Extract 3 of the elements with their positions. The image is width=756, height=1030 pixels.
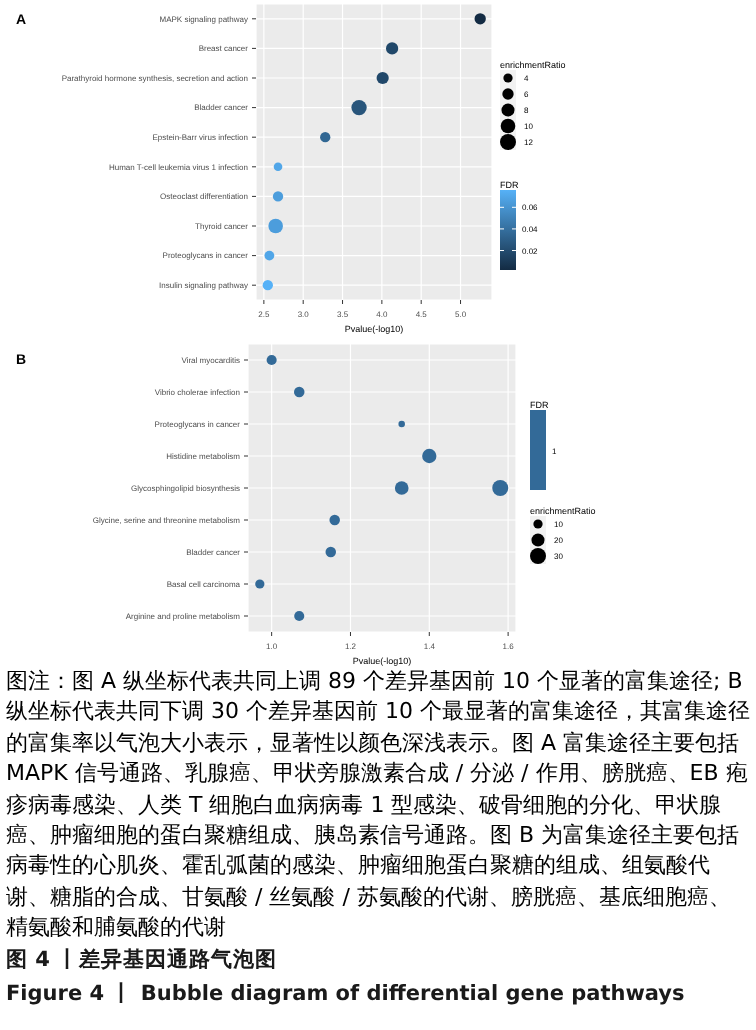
caption: 图 4 丨差异基因通路气泡图	[6, 945, 280, 976]
caption: Figure 4 丨 Bubble diagram of differential gene pathways	[6, 979, 687, 1010]
text: 图注：图 A 纵坐标代表共同上调 89 个差异基因前 10 个显著的富集途径; B 纵坐标代表共同下调 30 个差异基因前 10 个最显著的富集途径，其富集途径的富集率以气泡大小表示，显著性以颜色深浅表示。图 A 富集途径主要包括 MAPK 信号通路、乳腺癌、甲状旁腺激素合成 / 分泌 / 作用、膀胱癌、EB 疱疹病毒感染、人类 T 细胞白血病病毒 1 型感染、破骨细胞的分化、甲状腺癌、肿瘤细胞的蛋白聚糖组成、胰岛素信号通路。图 B 为富集途径主要包括病毒性的心肌炎、霍乱弧菌的感染、肿瘤细胞蛋白聚糖的组成、组氨酸代谢、糖脂的合成、甘氨酸 / 丝氨酸 / 苏氨酸的代谢、膀胱癌、基底细胞癌、精氨酸和脯氨酸的代谢	[6, 668, 750, 941]
